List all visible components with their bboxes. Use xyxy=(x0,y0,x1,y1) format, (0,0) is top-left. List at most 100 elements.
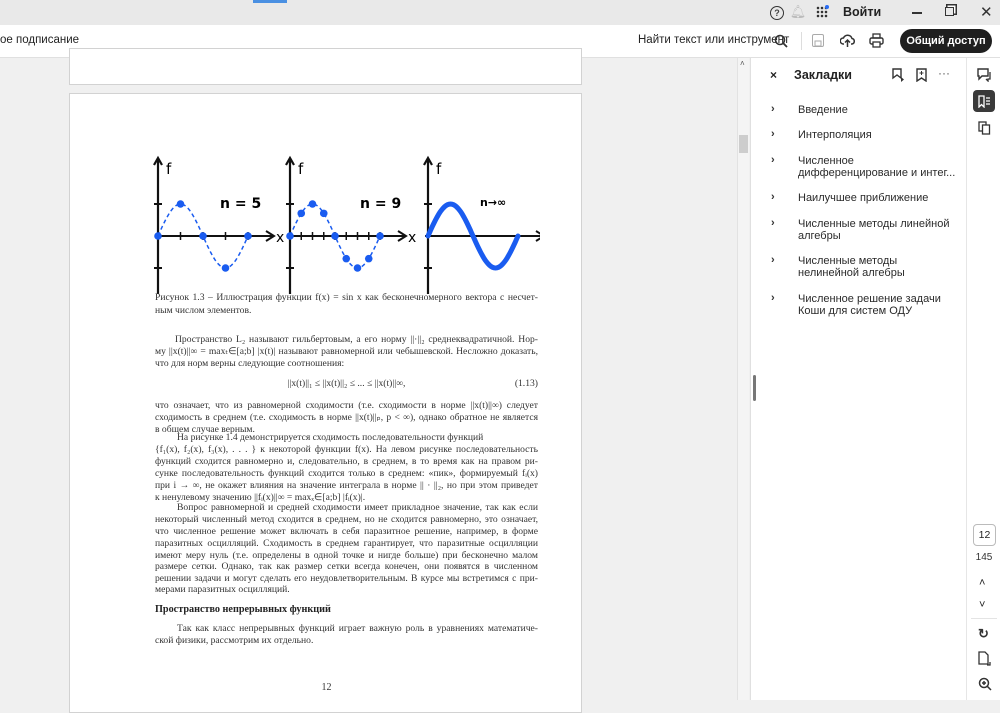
sample-point xyxy=(308,200,317,208)
expand-chevron-icon[interactable]: › xyxy=(771,103,775,115)
expand-chevron-icon[interactable]: › xyxy=(771,254,775,266)
panel-resize-handle[interactable] xyxy=(753,375,756,401)
x-axis xyxy=(425,230,540,242)
minimize-icon[interactable] xyxy=(912,12,922,14)
expand-chevron-icon[interactable]: › xyxy=(771,128,775,140)
print-icon[interactable] xyxy=(869,33,884,48)
notification-dot xyxy=(825,5,829,9)
e-sign-tool-label[interactable]: ое подписание xyxy=(0,34,80,46)
sine-curve xyxy=(425,201,521,271)
scroll-up-icon[interactable]: ˄ xyxy=(740,59,745,68)
panel-title: Закладки xyxy=(794,68,852,82)
text-line: функций сходится равномерно и, следовате… xyxy=(155,456,538,467)
text-line: при i → ∞, не окажет влияния на значение… xyxy=(155,480,538,491)
equation-number: (1.13) xyxy=(514,378,538,389)
sample-point xyxy=(176,200,185,208)
page-fit-icon[interactable] xyxy=(978,651,992,666)
text-line: Вопрос равномерной и средней сходимости … xyxy=(177,502,538,513)
page-number: 12 xyxy=(321,682,332,693)
more-options-icon[interactable]: ··· xyxy=(938,66,950,80)
text-line: Так как класс непрерывных функций играет… xyxy=(177,623,538,634)
bookmarks-tool-button[interactable] xyxy=(973,90,995,112)
sample-point xyxy=(376,232,384,240)
expand-chevron-icon[interactable]: › xyxy=(771,217,775,229)
bookmarks-list-icon xyxy=(978,95,990,108)
y-ticks xyxy=(154,203,162,269)
bookmark-icon[interactable] xyxy=(916,68,927,82)
sample-point xyxy=(244,232,252,240)
save-icon[interactable] xyxy=(812,34,824,47)
text-line: сунке последовательность функций сходитс… xyxy=(155,468,538,479)
previous-page-icon[interactable]: ˄ xyxy=(979,577,986,589)
text-line: что для норм верны следующие соотношения… xyxy=(155,358,345,369)
y-axis-label: f xyxy=(166,160,172,178)
text-line: что означает, что из равномерной сходимо… xyxy=(155,400,538,411)
add-bookmark-icon[interactable] xyxy=(892,68,905,82)
sample-point xyxy=(353,264,362,272)
sample-point xyxy=(364,254,373,263)
n-label: n = 9 xyxy=(360,196,401,212)
right-tool-rail: 12 145 ˄ ˅ ↻ xyxy=(966,58,1000,700)
title-bar: ? 🔔︎ Войти ✕ xyxy=(0,0,1000,25)
bookmark-item[interactable]: › Численные методы нелинейной алгебры xyxy=(751,253,966,281)
bell-icon[interactable]: 🔔︎ xyxy=(789,4,807,19)
page-number-input[interactable]: 12 xyxy=(973,524,996,546)
divider xyxy=(971,618,997,619)
sample-point xyxy=(297,209,306,218)
sample-point xyxy=(199,232,207,240)
divider xyxy=(801,32,802,50)
sample-point xyxy=(319,209,328,218)
text-line: сходимость в среднем (т.е. сходимость в … xyxy=(155,412,538,423)
y-ticks xyxy=(286,203,294,269)
apps-icon[interactable] xyxy=(816,6,828,18)
y-axis xyxy=(423,155,433,294)
bookmark-item[interactable]: › Интерполяция xyxy=(751,127,966,143)
search-tool-label[interactable]: Найти текст или инструмент xyxy=(638,34,790,46)
zoom-in-icon[interactable] xyxy=(978,677,992,691)
vertical-scrollbar[interactable]: ˄ xyxy=(737,58,749,700)
close-icon[interactable]: ✕ xyxy=(980,4,993,21)
text-line: некоторый численный метод сходится в сре… xyxy=(155,514,538,525)
close-panel-icon[interactable]: × xyxy=(770,68,778,82)
expand-chevron-icon[interactable]: › xyxy=(771,292,775,304)
text-line: ской физики, рассмотрим их отдельно. xyxy=(155,635,314,646)
comments-icon[interactable] xyxy=(977,68,992,82)
signin-button[interactable]: Войти xyxy=(843,5,882,19)
y-axis-label: f xyxy=(298,160,304,178)
x-axis xyxy=(155,230,276,242)
sample-point xyxy=(342,254,351,263)
scrollbar-thumb[interactable] xyxy=(739,135,748,153)
expand-chevron-icon[interactable]: › xyxy=(771,154,775,166)
text-line: {f₁(x), f₂(x), f₃(x), . . . } к некоторо… xyxy=(155,444,538,455)
equation: ||x(t)||₁ ≤ ||x(t)||₂ ≤ ... ≤ ||x(t)||∞, xyxy=(287,378,406,389)
bookmark-item[interactable]: › Численные методы линейной алгебры xyxy=(751,216,966,244)
expand-chevron-icon[interactable]: › xyxy=(771,191,775,203)
text-line: к ненулевому значению ||fᵢ(x)||∞ = maxₓ∈… xyxy=(155,492,366,503)
search-icon[interactable] xyxy=(774,34,788,48)
n-label: n = 5 xyxy=(220,196,261,212)
text-line: что численное решение может включать в с… xyxy=(155,526,538,537)
text-line: му ||x(t)||∞ = maxₜ∈[a;b] |x(t)| называю… xyxy=(155,346,538,357)
y-axis xyxy=(153,155,163,294)
bookmark-item[interactable]: › Наилучшее приближение xyxy=(751,190,966,206)
bookmark-label: Наилучшее приближение xyxy=(798,192,929,204)
bookmark-item[interactable]: › Численное дифференцирование и интег... xyxy=(751,153,966,181)
bookmark-item[interactable]: › Введение xyxy=(751,102,966,118)
text-line: решении задачи и могут сделать его неудо… xyxy=(155,573,538,584)
pages-icon[interactable] xyxy=(978,121,991,135)
help-icon[interactable]: ? xyxy=(770,6,784,20)
rotate-icon[interactable]: ↻ xyxy=(978,626,989,641)
text-line: размере сетки. Однако, так как размер се… xyxy=(155,561,538,572)
next-page-icon[interactable]: ˅ xyxy=(979,599,986,611)
active-tab-indicator xyxy=(253,0,287,3)
upload-cloud-icon[interactable] xyxy=(840,33,855,48)
bookmark-label: Численные методы нелинейной алгебры xyxy=(798,255,905,279)
bookmark-item[interactable]: › Численное решение задачи Коши для систе… xyxy=(751,291,966,319)
sample-point xyxy=(221,264,230,272)
bookmark-label: Численное дифференцирование и интег... xyxy=(798,155,956,179)
maximize-icon[interactable] xyxy=(945,7,954,16)
x-axis-label: x xyxy=(408,230,416,246)
share-button[interactable]: Общий доступ xyxy=(900,29,992,53)
